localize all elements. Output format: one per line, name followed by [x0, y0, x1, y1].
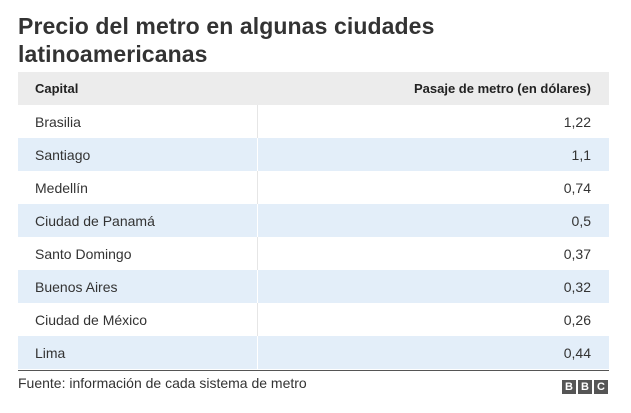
bbc-logo: B B C	[562, 380, 608, 394]
cell-fare: 1,1	[571, 146, 591, 163]
table-row: Medellín 0,74	[18, 171, 609, 204]
cell-fare: 0,5	[571, 212, 591, 229]
column-header-fare: Pasaje de metro (en dólares)	[413, 81, 591, 96]
table-header-row: Capital Pasaje de metro (en dólares)	[18, 72, 609, 105]
cell-capital: Buenos Aires	[18, 270, 258, 303]
table-row: Santiago 1,1	[18, 138, 609, 171]
cell-capital: Brasilia	[18, 105, 258, 138]
cell-fare: 0,26	[563, 311, 591, 328]
column-header-capital: Capital	[35, 81, 79, 96]
cell-capital: Santiago	[18, 138, 258, 171]
metro-price-table: Capital Pasaje de metro (en dólares) Bra…	[18, 72, 609, 369]
table-row: Lima 0,44	[18, 336, 609, 369]
logo-letter-c: C	[594, 380, 608, 394]
cell-fare: 0,37	[563, 245, 591, 262]
logo-letter-b2: B	[578, 380, 592, 394]
table-row: Santo Domingo 0,37	[18, 237, 609, 270]
cell-fare: 0,32	[563, 278, 591, 295]
table-body: Brasilia 1,22 Santiago 1,1 Medellín 0,74 Ciuda…	[18, 105, 609, 369]
table-row: Brasilia 1,22	[18, 105, 609, 138]
cell-capital: Medellín	[18, 171, 258, 204]
footer-divider	[18, 370, 609, 371]
cell-fare: 1,22	[563, 113, 591, 130]
table-row: Buenos Aires 0,32	[18, 270, 609, 303]
cell-fare: 0,44	[563, 344, 591, 361]
cell-capital: Santo Domingo	[18, 237, 258, 270]
table-row: Ciudad de México 0,26	[18, 303, 609, 336]
logo-letter-b1: B	[562, 380, 576, 394]
table-row: Ciudad de Panamá 0,5	[18, 204, 609, 237]
cell-capital: Ciudad de Panamá	[18, 204, 258, 237]
cell-capital: Lima	[18, 336, 258, 369]
source-note: Fuente: información de cada sistema de m…	[18, 375, 307, 391]
cell-capital: Ciudad de México	[18, 303, 258, 336]
cell-fare: 0,74	[563, 179, 591, 196]
chart-title: Precio del metro en algunas ciudades lat…	[18, 13, 435, 67]
